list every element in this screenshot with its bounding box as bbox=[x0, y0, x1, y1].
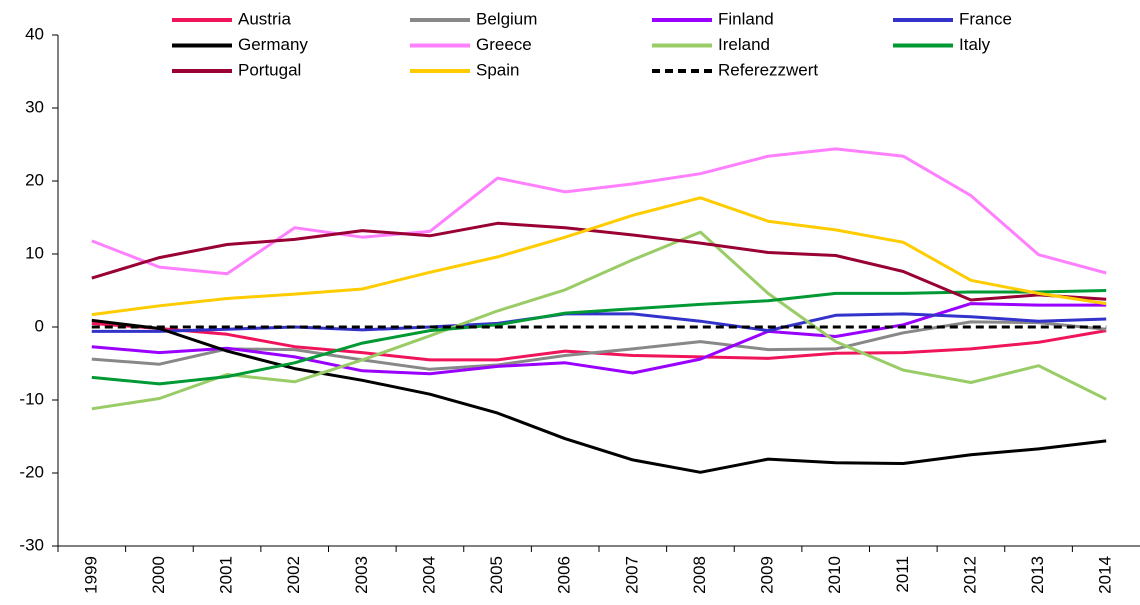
series-line bbox=[91, 230, 1107, 411]
y-tick-label: 20 bbox=[25, 170, 44, 189]
legend-label: Belgium bbox=[476, 9, 537, 28]
x-tick-label: 1999 bbox=[81, 556, 100, 594]
legend-label: Spain bbox=[476, 60, 519, 79]
x-tick-label: 2011 bbox=[893, 556, 912, 593]
x-tick-label: 2005 bbox=[487, 556, 506, 594]
legend-label: Italy bbox=[959, 35, 991, 54]
y-tick-label: 30 bbox=[25, 97, 44, 116]
x-tick-label: 2000 bbox=[149, 556, 168, 594]
x-tick-label: 2003 bbox=[352, 556, 371, 594]
y-tick-label: -10 bbox=[19, 389, 44, 408]
x-tick-label: 2002 bbox=[284, 556, 303, 594]
series-line bbox=[91, 196, 1107, 317]
x-tick-label: 2006 bbox=[555, 556, 574, 594]
x-tick-label: 2009 bbox=[758, 556, 777, 594]
x-tick-label: 2012 bbox=[960, 556, 979, 594]
x-tick-label: 2004 bbox=[419, 556, 438, 594]
legend-label: Portugal bbox=[238, 60, 301, 79]
series-line bbox=[91, 289, 1107, 386]
legend-label: Greece bbox=[476, 35, 532, 54]
x-tick-label: 2014 bbox=[1096, 556, 1115, 594]
y-tick-label: 40 bbox=[25, 24, 44, 43]
x-tick-label: 2008 bbox=[690, 556, 709, 594]
x-tick-label: 2001 bbox=[217, 556, 236, 594]
x-tick-label: 2007 bbox=[622, 556, 641, 594]
legend-label: Germany bbox=[238, 35, 308, 54]
y-tick-label: 10 bbox=[25, 243, 44, 262]
x-tick-label: 2010 bbox=[825, 556, 844, 594]
legend-label: France bbox=[959, 9, 1012, 28]
series-line bbox=[91, 312, 1107, 333]
y-tick-label: -20 bbox=[19, 462, 44, 481]
series-line bbox=[91, 318, 1107, 474]
y-tick-label: 0 bbox=[35, 316, 44, 335]
x-tick-label: 2013 bbox=[1028, 556, 1047, 594]
y-tick-label: -30 bbox=[19, 535, 44, 554]
legend-label: Austria bbox=[238, 9, 291, 28]
legend-label: Finland bbox=[718, 9, 774, 28]
series-line bbox=[91, 147, 1107, 276]
legend-label: Ireland bbox=[718, 35, 770, 54]
legend-label: Referezzwert bbox=[718, 60, 818, 79]
series-line bbox=[91, 221, 1107, 302]
